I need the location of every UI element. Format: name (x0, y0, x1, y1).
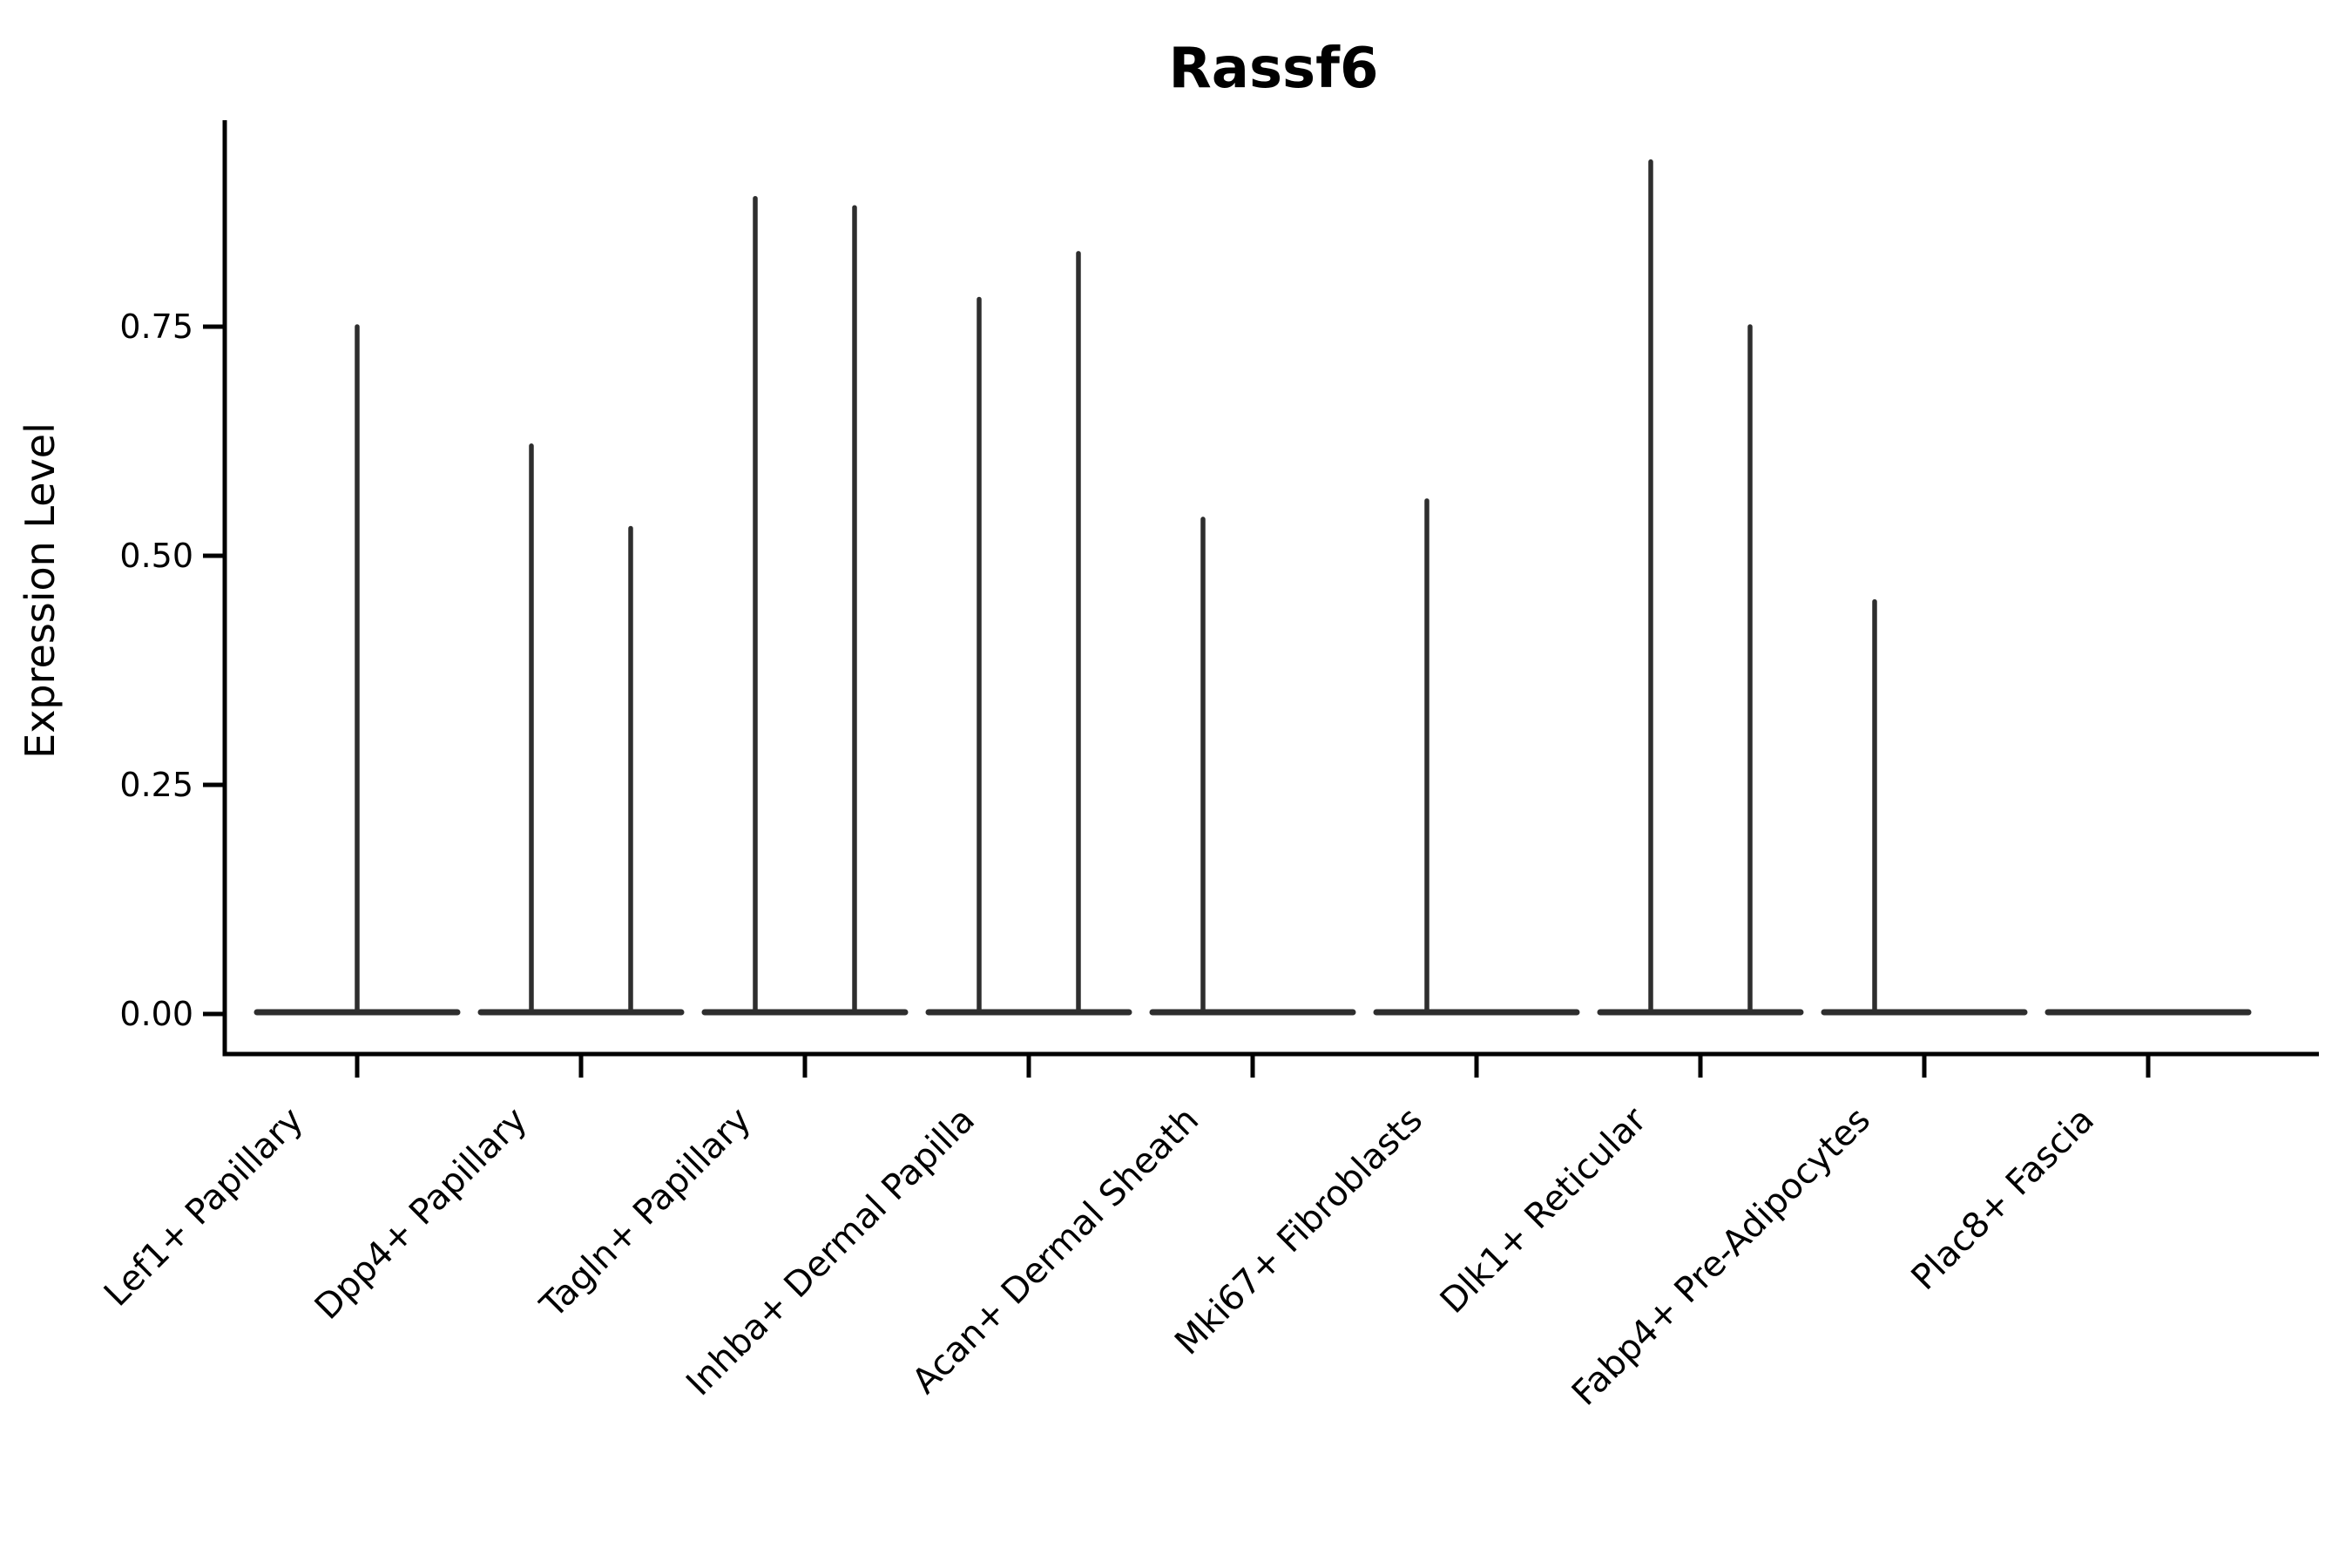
y-tick-label: 0.00 (119, 995, 193, 1033)
y-tick-label: 0.75 (119, 308, 193, 346)
chart-title: Rassf6 (1168, 37, 1378, 101)
y-tick-label: 0.25 (119, 766, 193, 804)
y-tick-label: 0.50 (119, 537, 193, 575)
y-axis-title: Expression Level (17, 422, 64, 759)
violins (253, 159, 2252, 1016)
y-axis: 0.00 0.25 0.50 0.75 (119, 308, 225, 1033)
